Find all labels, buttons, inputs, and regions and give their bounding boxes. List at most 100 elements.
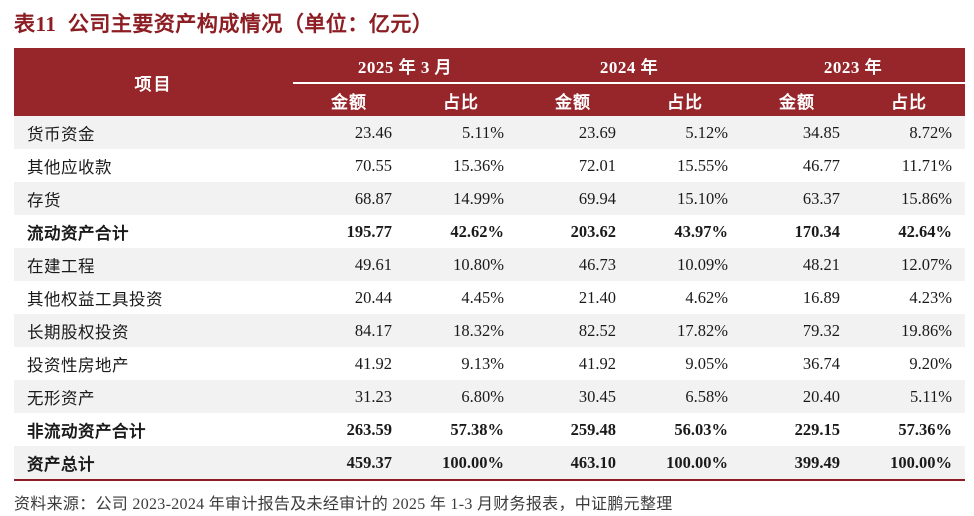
table-row: 其他应收款 70.55 15.36% 72.01 15.55% 46.77 11.71%	[14, 149, 965, 182]
amount-cell: 20.44	[354, 287, 392, 307]
amount-cell: 41.92	[354, 353, 392, 373]
column-header-ratio: 占比	[405, 83, 517, 116]
amount-cell: 68.87	[354, 188, 392, 208]
table-row: 货币资金 23.46 5.11% 23.69 5.12% 34.85 8.72%	[14, 116, 965, 149]
column-group-2025-03: 2025 年 3 月	[293, 48, 517, 84]
table-title: 表11 公司主要资产构成情况（单位：亿元）	[14, 12, 434, 36]
ratio-cell: 15.86%	[901, 188, 952, 208]
amount-cell: 63.37	[802, 188, 840, 208]
row-label: 流动资产合计	[27, 223, 129, 243]
ratio-cell: 100.00%	[666, 452, 728, 472]
table-row: 其他权益工具投资 20.44 4.45% 21.40 4.62% 16.89 4.23%	[14, 281, 965, 314]
amount-cell: 399.49	[794, 452, 840, 472]
ratio-cell: 10.09%	[677, 254, 728, 274]
ratio-cell: 56.03%	[674, 419, 728, 439]
ratio-cell: 4.45%	[461, 287, 504, 307]
table-row: 在建工程 49.61 10.80% 46.73 10.09% 48.21 12.07%	[14, 248, 965, 281]
row-label: 其他权益工具投资	[27, 289, 163, 309]
amount-cell: 49.61	[354, 254, 392, 274]
amount-cell: 259.48	[570, 419, 616, 439]
ratio-cell: 19.86%	[901, 320, 952, 340]
amount-cell: 31.23	[354, 386, 392, 406]
table-row: 非流动资产合计 263.59 57.38% 259.48 56.03% 229.15 57.…	[14, 413, 965, 446]
amount-cell: 72.01	[578, 155, 616, 175]
ratio-cell: 42.62%	[450, 221, 504, 241]
ratio-cell: 57.36%	[898, 419, 952, 439]
table-row: 无形资产 31.23 6.80% 30.45 6.58% 20.40 5.11%	[14, 380, 965, 413]
ratio-cell: 6.58%	[685, 386, 728, 406]
ratio-cell: 100.00%	[890, 452, 952, 472]
amount-cell: 170.34	[794, 221, 840, 241]
column-header-item: 项目	[14, 48, 293, 116]
column-header-ratio: 占比	[629, 83, 741, 116]
amount-cell: 21.40	[578, 287, 616, 307]
ratio-cell: 4.62%	[685, 287, 728, 307]
amount-cell: 459.37	[346, 452, 392, 472]
column-group-2024: 2024 年	[517, 48, 741, 84]
ratio-cell: 57.38%	[450, 419, 504, 439]
column-header-amount: 金额	[517, 83, 629, 116]
ratio-cell: 6.80%	[461, 386, 504, 406]
amount-cell: 82.52	[578, 320, 616, 340]
ratio-cell: 15.55%	[677, 155, 728, 175]
ratio-cell: 5.12%	[685, 122, 728, 142]
ratio-cell: 42.64%	[898, 221, 952, 241]
column-header-ratio: 占比	[853, 83, 965, 116]
ratio-cell: 14.99%	[453, 188, 504, 208]
amount-cell: 46.73	[578, 254, 616, 274]
asset-composition-table: 项目 2025 年 3 月 2024 年 2023 年 金额 占比 金额 占比 …	[14, 48, 965, 481]
ratio-cell: 9.05%	[685, 353, 728, 373]
ratio-cell: 5.11%	[461, 122, 504, 142]
table-row: 投资性房地产 41.92 9.13% 41.92 9.05% 36.74 9.20%	[14, 347, 965, 380]
row-label: 无形资产	[27, 388, 95, 408]
amount-cell: 23.69	[578, 122, 616, 142]
ratio-cell: 15.10%	[677, 188, 728, 208]
ratio-cell: 18.32%	[453, 320, 504, 340]
row-label: 非流动资产合计	[27, 421, 146, 441]
amount-cell: 20.40	[802, 386, 840, 406]
subheader-row: 金额 占比 金额 占比 金额 占比	[14, 83, 965, 116]
amount-cell: 16.89	[802, 287, 840, 307]
column-header-amount: 金额	[741, 83, 853, 116]
ratio-cell: 12.07%	[901, 254, 952, 274]
row-label: 投资性房地产	[27, 355, 129, 375]
row-label: 在建工程	[27, 256, 95, 276]
amount-cell: 263.59	[346, 419, 392, 439]
amount-cell: 41.92	[578, 353, 616, 373]
amount-cell: 229.15	[794, 419, 840, 439]
ratio-cell: 43.97%	[674, 221, 728, 241]
ratio-cell: 100.00%	[442, 452, 504, 472]
amount-cell: 79.32	[802, 320, 840, 340]
table-body: 货币资金 23.46 5.11% 23.69 5.12% 34.85 8.72% 其他应收款 7…	[14, 116, 965, 480]
row-label: 长期股权投资	[27, 322, 129, 342]
ratio-cell: 9.20%	[909, 353, 952, 373]
ratio-cell: 15.36%	[453, 155, 504, 175]
year-header-row: 项目 2025 年 3 月 2024 年 2023 年	[14, 48, 965, 116]
amount-cell: 69.94	[578, 188, 616, 208]
table-row: 资产总计 459.37 100.00% 463.10 100.00% 399.49 100.…	[14, 446, 965, 480]
amount-cell: 195.77	[346, 221, 392, 241]
row-label: 资产总计	[27, 454, 95, 474]
row-label: 其他应收款	[27, 157, 112, 177]
ratio-cell: 8.72%	[909, 122, 952, 142]
amount-cell: 84.17	[354, 320, 392, 340]
ratio-cell: 5.11%	[909, 386, 952, 406]
column-group-2023: 2023 年	[741, 48, 965, 84]
ratio-cell: 10.80%	[453, 254, 504, 274]
row-label: 货币资金	[27, 124, 95, 144]
amount-cell: 463.10	[570, 452, 616, 472]
amount-cell: 23.46	[354, 122, 392, 142]
column-header-amount: 金额	[293, 83, 405, 116]
ratio-cell: 11.71%	[901, 155, 952, 175]
table-row: 流动资产合计 195.77 42.62% 203.62 43.97% 170.34 42.6…	[14, 215, 965, 248]
table-row: 长期股权投资 84.17 18.32% 82.52 17.82% 79.32 19.86%	[14, 314, 965, 347]
table-row: 存货 68.87 14.99% 69.94 15.10% 63.37 15.86%	[14, 182, 965, 215]
amount-cell: 70.55	[354, 155, 392, 175]
ratio-cell: 9.13%	[461, 353, 504, 373]
table-header: 项目 2025 年 3 月 2024 年 2023 年 金额 占比 金额 占比 …	[14, 48, 965, 116]
amount-cell: 30.45	[578, 386, 616, 406]
ratio-cell: 4.23%	[909, 287, 952, 307]
source-note: 资料来源：公司 2023-2024 年审计报告及未经审计的 2025 年 1-3…	[14, 496, 673, 513]
amount-cell: 203.62	[570, 221, 616, 241]
amount-cell: 48.21	[802, 254, 840, 274]
